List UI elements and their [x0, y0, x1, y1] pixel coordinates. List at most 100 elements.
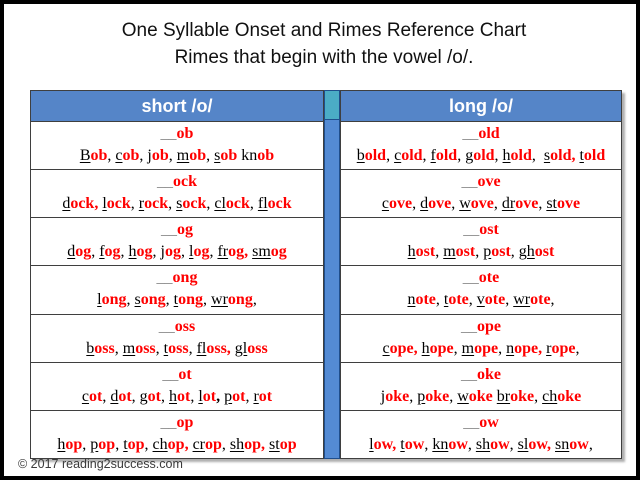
rime-heading: __ost — [463, 219, 499, 240]
example-words: boss, moss, toss, floss, gloss — [86, 337, 267, 361]
separator: , — [190, 387, 199, 405]
separator: , — [245, 387, 254, 405]
rime-cell-og: __og dog, fog, hog, jog, log, frog, smog — [31, 217, 323, 266]
onset-letters: h — [502, 147, 511, 165]
rime-heading: __ob — [161, 123, 194, 144]
separator: , — [475, 243, 484, 261]
rime-letters: ove — [515, 195, 539, 213]
word: ghost — [519, 243, 555, 260]
word: note, — [407, 291, 443, 308]
rime-letters: op — [167, 435, 185, 453]
word: wove, — [459, 195, 502, 212]
onset-letters: h — [407, 243, 416, 261]
divider-body-segment — [324, 120, 340, 459]
blank-prefix: __ — [461, 173, 478, 191]
onset-letters: sm — [252, 243, 271, 261]
onset-letters: B — [79, 147, 91, 165]
rime-letters: oke — [425, 387, 450, 405]
blank-prefix: __ — [463, 413, 480, 431]
rime-letters: ove — [389, 195, 413, 213]
word: hold, — [503, 147, 544, 164]
separator: , — [252, 291, 257, 309]
onset-letters: g — [139, 387, 148, 405]
rime-letters: ost — [415, 243, 436, 261]
word: woke — [457, 388, 497, 405]
rime-text: old — [478, 125, 500, 143]
separator: , — [422, 147, 431, 165]
onset-letters: t — [173, 291, 179, 309]
example-words: bold, cold, fold, gold, hold, sold, told — [357, 144, 606, 168]
rime-heading: __ong — [157, 267, 198, 288]
rime-text: oss — [174, 317, 196, 335]
rime-letters: og — [193, 243, 210, 261]
rime-letters: ot — [232, 387, 246, 405]
blank-prefix: __ — [160, 125, 177, 143]
onset-letters: n — [506, 339, 515, 357]
rime-letters: oke — [510, 387, 535, 405]
rime-letters: oke — [557, 387, 582, 405]
separator: , — [221, 435, 230, 453]
separator: , — [120, 243, 129, 261]
onset-letters: l — [198, 387, 203, 405]
word: snow, — [555, 436, 593, 453]
rime-letters: ow — [528, 435, 548, 453]
word: show, — [476, 436, 518, 453]
word: chop, — [153, 436, 193, 453]
word: hog, — [129, 243, 161, 260]
word: poke, — [417, 388, 457, 405]
rime-letters: ob — [189, 147, 207, 165]
onset-letters: p — [90, 435, 99, 453]
word: nope, — [506, 340, 546, 357]
separator: , — [505, 291, 514, 309]
separator: , — [392, 435, 401, 453]
onset-letters: r — [138, 195, 145, 213]
rime-letters: ost — [491, 243, 511, 261]
onset-letters: kn — [432, 435, 449, 453]
column-header-long-o: long /o/ — [341, 91, 621, 121]
onset-letters: h — [57, 435, 66, 453]
separator: , — [531, 147, 544, 165]
onset-letters: sl — [517, 435, 529, 453]
rime-cell-ost: __ost host, most, post, ghost — [341, 217, 621, 266]
rime-letters: ow — [490, 435, 510, 453]
word: joke, — [381, 388, 417, 405]
separator: , — [152, 243, 161, 261]
word: tow, — [400, 436, 432, 453]
onset-letters: l — [369, 435, 374, 453]
rime-letters: ote — [448, 291, 469, 309]
separator: , — [467, 435, 476, 453]
rime-letters: oss — [206, 339, 227, 357]
onset-letters: p — [417, 387, 426, 405]
rime-letters: ope — [514, 339, 539, 357]
separator: , — [226, 339, 235, 357]
word: mob, — [177, 147, 214, 164]
rime-letters: old — [364, 147, 387, 165]
onset-letters: s — [543, 147, 551, 165]
rime-letters: ote — [530, 291, 551, 309]
word: bold, — [357, 147, 394, 164]
blank-prefix: __ — [156, 269, 173, 287]
rime-text: ove — [477, 173, 501, 191]
rime-text: ow — [479, 413, 499, 431]
onset-letters: cr — [192, 435, 205, 453]
rime-letters: oke — [385, 387, 410, 405]
rime-letters: oss — [94, 339, 115, 357]
separator: , — [575, 339, 580, 357]
column-divider — [324, 90, 340, 459]
separator: , — [451, 195, 460, 213]
onset-letters: s — [214, 147, 221, 165]
onset-letters: h — [169, 387, 177, 405]
word: drove, — [502, 195, 546, 212]
rime-text: ob — [176, 125, 194, 143]
word: cold, — [394, 147, 430, 164]
separator: , — [498, 339, 507, 357]
onset-letters: t — [123, 435, 128, 453]
onset-letters: c — [394, 147, 402, 165]
rime-cell-ope: __ope cope, hope, mope, nope, rope, — [341, 313, 621, 362]
rime-letters: ove — [470, 195, 494, 213]
rime-letters: ot — [147, 387, 161, 405]
onset-letters: br — [496, 387, 511, 405]
rime-letters: ock — [106, 195, 131, 213]
rime-letters: ong — [101, 291, 127, 309]
rime-cell-ong: __ong long, song, tong, wrong, — [31, 265, 323, 314]
